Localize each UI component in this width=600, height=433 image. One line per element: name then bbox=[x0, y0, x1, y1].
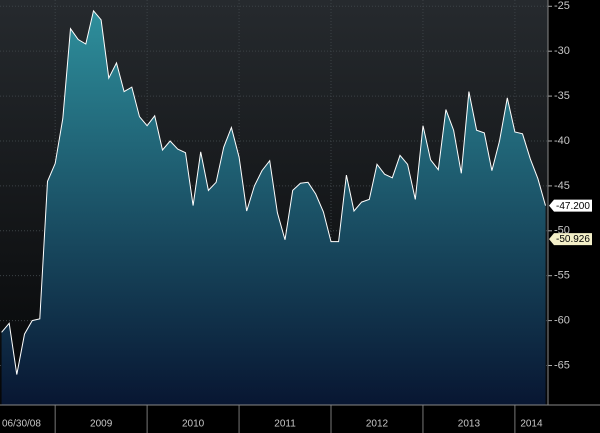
y-tick-label: -25 bbox=[554, 0, 570, 12]
x-tick-label: 2013 bbox=[458, 419, 481, 430]
annotation-box bbox=[549, 233, 592, 246]
annotation-box bbox=[549, 199, 592, 212]
y-tick-label: -30 bbox=[554, 45, 570, 57]
y-tick-label: -55 bbox=[554, 270, 570, 282]
x-tick-label: 06/30/08 bbox=[2, 419, 41, 430]
y-tick-label: -35 bbox=[554, 90, 570, 102]
y-tick-label: -40 bbox=[554, 135, 570, 147]
x-tick-label: 2014 bbox=[520, 419, 543, 430]
y-tick-label: -60 bbox=[554, 314, 570, 326]
x-tick-label: 2010 bbox=[182, 419, 205, 430]
x-tick-label: 2012 bbox=[366, 419, 389, 430]
x-axis-strip bbox=[0, 405, 600, 433]
annotation-label: -47.200 bbox=[556, 201, 590, 212]
x-tick-label: 2009 bbox=[90, 419, 113, 430]
annotation-label: -50.926 bbox=[556, 234, 590, 245]
y-tick-label: -65 bbox=[554, 359, 570, 371]
y-tick-label: -45 bbox=[554, 180, 570, 192]
area-line bbox=[1, 9, 546, 375]
x-tick-label: 2011 bbox=[274, 419, 296, 430]
